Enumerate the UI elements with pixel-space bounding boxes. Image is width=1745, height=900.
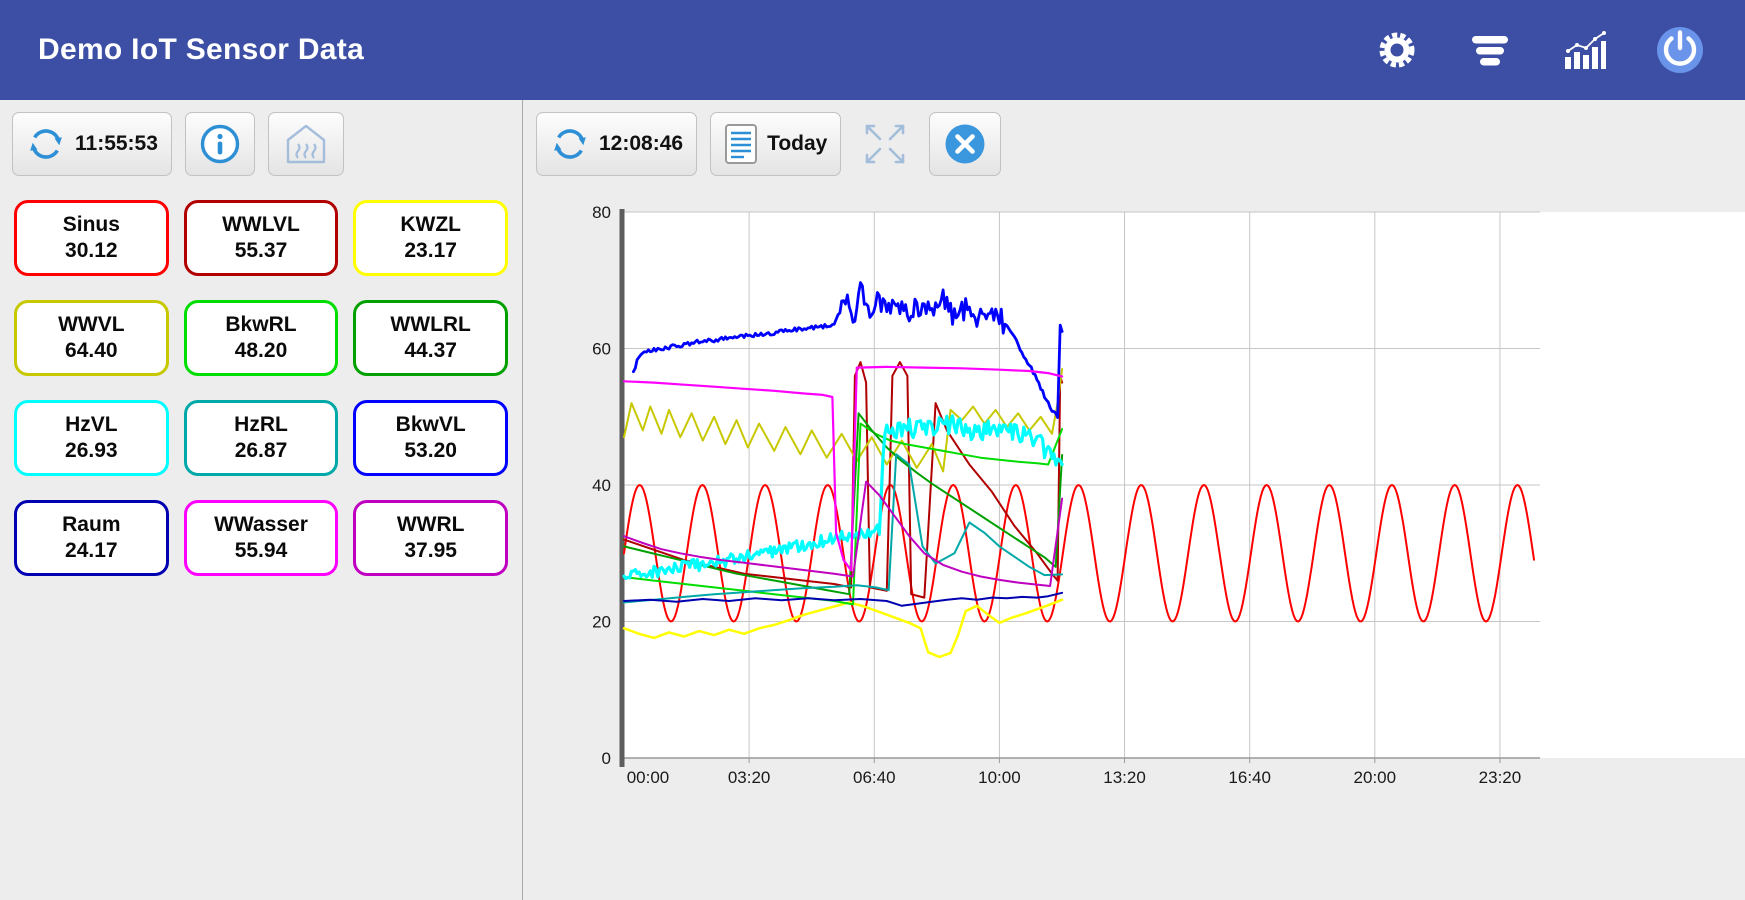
refresh-button-chart[interactable]: 12:08:46: [536, 112, 698, 176]
svg-text:10:00: 10:00: [978, 768, 1021, 787]
sensor-value: 53.20: [404, 439, 457, 462]
sensor-value: 64.40: [65, 339, 118, 362]
sensor-value: 24.17: [65, 539, 118, 562]
sensor-toolbar: 11:55:53: [0, 100, 522, 176]
power-button[interactable]: [1655, 25, 1705, 75]
app-bar-actions: [1375, 25, 1705, 75]
svg-text:0: 0: [602, 749, 611, 768]
page-title: Demo IoT Sensor Data: [38, 33, 365, 66]
sensor-tile-wwvl[interactable]: WWVL 64.40: [14, 300, 169, 376]
sensor-tile-wwlvl[interactable]: WWLVL 55.37: [183, 200, 339, 276]
close-icon: [945, 124, 985, 164]
sensor-label: WWLRL: [390, 313, 471, 337]
settings-gear-icon[interactable]: [1375, 28, 1419, 72]
today-button-label: Today: [767, 132, 828, 155]
sensor-label: WWVL: [58, 313, 125, 337]
sensor-tile-hzrl[interactable]: HzRL 26.87: [183, 400, 339, 476]
app-bar: Demo IoT Sensor Data: [0, 0, 1745, 100]
fullscreen-button[interactable]: [854, 112, 916, 176]
sensor-tile-wwrl[interactable]: WWRL 37.95: [353, 500, 508, 576]
chart-series-kwzl: [622, 598, 1064, 659]
svg-text:00:00: 00:00: [627, 768, 670, 787]
sensor-tile-kwzl[interactable]: KWZL 23.17: [353, 200, 508, 276]
sensor-value: 26.87: [234, 439, 288, 462]
refresh-icon: [554, 129, 586, 159]
chart-series-wwlvl: [623, 361, 1064, 599]
sensor-tile-wwasser[interactable]: WWasser 55.94: [183, 500, 339, 576]
sensor-value: 30.12: [65, 239, 118, 262]
svg-text:13:20: 13:20: [1103, 768, 1146, 787]
chart-series-wwrl: [623, 480, 1064, 587]
sensor-value: 55.37: [234, 239, 288, 262]
chart-refresh-time: 12:08:46: [599, 132, 684, 155]
heating-button[interactable]: [267, 112, 344, 176]
info-button[interactable]: [184, 112, 255, 176]
svg-text:80: 80: [592, 203, 611, 222]
svg-text:06:40: 06:40: [853, 768, 896, 787]
sensor-label: WWLVL: [222, 213, 300, 237]
sensor-chart: 0 20 40 60 80 00:00 03:20 06:40 10:00 13:20 16:40 2…: [524, 100, 1745, 900]
sensor-value: 55.94: [234, 539, 288, 562]
sensor-label: WWasser: [214, 513, 308, 537]
sensor-tile-grid: Sinus 30.12 WWLVL 55.37 KWZL 23.17 WWVL …: [14, 200, 508, 576]
sensor-label: WWRL: [396, 513, 465, 537]
sensor-value: 44.37: [404, 339, 457, 362]
chart-canvas: 0 20 40 60 80 00:00 03:20 06:40 10:00 13:20 16:40 2…: [592, 203, 1745, 787]
sensor-label: HzVL: [65, 413, 118, 437]
sensor-tile-bkwrl[interactable]: BkwRL 48.20: [183, 300, 339, 376]
document-icon: [725, 124, 758, 164]
chart-series-wwasser: [622, 365, 1064, 572]
today-button[interactable]: Today: [710, 112, 842, 176]
chart-toolbar: 12:08:46 Today: [524, 100, 1745, 176]
chart-series-hzvl: [622, 414, 1064, 580]
chart-series-wwvl: [623, 368, 1064, 473]
heating-house-icon: [286, 124, 326, 164]
sensor-tile-sinus[interactable]: Sinus 30.12: [14, 200, 169, 276]
chart-series-hzrl: [623, 453, 1064, 604]
sensor-tile-raum[interactable]: Raum 24.17: [14, 500, 169, 576]
svg-text:20: 20: [592, 613, 611, 632]
svg-text:20:00: 20:00: [1354, 768, 1397, 787]
sensor-refresh-time: 11:55:53: [75, 132, 158, 155]
svg-text:03:20: 03:20: [728, 768, 771, 787]
svg-text:16:40: 16:40: [1228, 768, 1271, 787]
chart-series-raum: [623, 591, 1064, 607]
sensor-tile-wwlrl[interactable]: WWLRL 44.37: [353, 300, 508, 376]
chart-panel: 12:08:46 Today: [524, 100, 1745, 900]
sensor-tile-bkwvl[interactable]: BkwVL 53.20: [353, 400, 508, 476]
stats-icon[interactable]: [1561, 27, 1607, 73]
svg-text:60: 60: [592, 340, 611, 359]
chart-series-bkwvl: [632, 281, 1064, 419]
sensor-label: HzRL: [234, 413, 288, 437]
menu-icon[interactable]: [1467, 28, 1513, 72]
sensor-value: 37.95: [404, 539, 457, 562]
refresh-button-sensors[interactable]: 11:55:53: [12, 112, 172, 176]
chart-series-wwlrl: [623, 412, 1064, 596]
chart-series-bkwrl: [623, 422, 1064, 606]
close-chart-button[interactable]: [929, 112, 1002, 176]
sensor-label: KWZL: [400, 213, 461, 237]
sensor-value: 23.17: [404, 239, 457, 262]
sensor-value: 48.20: [234, 339, 288, 362]
chart-series-sinus: [623, 484, 1535, 623]
sensor-label: BkwVL: [395, 413, 466, 437]
svg-text:23:20: 23:20: [1479, 768, 1522, 787]
info-icon: [200, 124, 240, 164]
sensor-label: Raum: [62, 513, 121, 537]
fullscreen-arrows-icon: [866, 124, 905, 164]
sensor-tile-hzvl[interactable]: HzVL 26.93: [14, 400, 169, 476]
refresh-icon: [30, 129, 62, 159]
sensor-label: Sinus: [62, 213, 120, 237]
sensor-value: 26.93: [65, 439, 118, 462]
svg-text:40: 40: [592, 476, 611, 495]
sensor-panel: 11:55:53 Sinus 30.12 WWLVL 55.37: [0, 100, 523, 900]
sensor-label: BkwRL: [225, 313, 297, 337]
